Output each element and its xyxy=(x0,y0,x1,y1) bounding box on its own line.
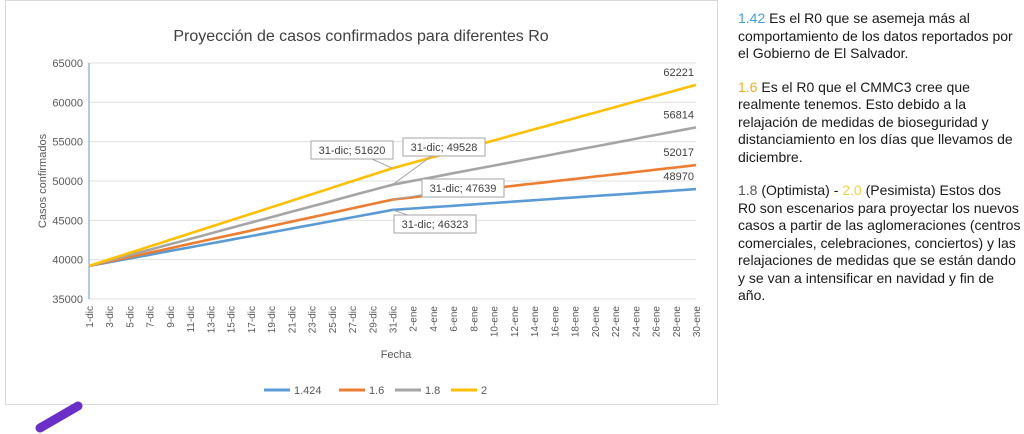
y-axis-label: Casos confirmados xyxy=(37,133,49,228)
legend-label: 1.6 xyxy=(369,385,384,397)
x-tick-label: 13-dic xyxy=(206,306,217,333)
chart-title: Proyección de casos confirmados para dif… xyxy=(173,28,548,45)
series-line-1-424 xyxy=(88,187,697,268)
x-tick-label: 20-ene xyxy=(591,306,602,338)
annotation-label: 31-dic; 46323 xyxy=(402,219,469,231)
x-tick-label: 8-ene xyxy=(469,306,480,332)
paragraph-r0-142: 1.42 Es el R0 que se asemeja más al comp… xyxy=(738,10,1022,63)
x-tick-label: 28-ene xyxy=(672,306,683,338)
annotation-label: 31-dic; 49528 xyxy=(411,142,478,154)
text-optimista: (Optimista) - xyxy=(757,182,843,198)
x-tick-label: 29-dic xyxy=(368,306,379,333)
annotation-box xyxy=(393,214,477,234)
y-tick-label: 50000 xyxy=(52,176,83,188)
legend-label: 1.424 xyxy=(294,385,322,397)
x-tick-label: 15-dic xyxy=(227,306,238,333)
x-tick-label: 3-dic xyxy=(105,306,116,328)
legend-label: 2 xyxy=(481,385,487,397)
x-tick-label: 2-ene xyxy=(409,306,420,332)
x-tick-label: 1-dic xyxy=(85,306,96,328)
x-tick-label: 21-dic xyxy=(287,306,298,333)
annotation-label: 31-dic; 47639 xyxy=(430,183,497,195)
x-tick-label: 23-dic xyxy=(308,306,319,333)
text-16: Es el R0 que el CMMC3 cree que realmente… xyxy=(738,78,1013,165)
end-value-label: 62221 xyxy=(663,67,694,79)
x-tick-label: 9-dic xyxy=(166,306,177,328)
y-tick-label: 60000 xyxy=(52,97,83,109)
x-tick-label: 5-dic xyxy=(125,306,136,328)
x-tick-label: 19-dic xyxy=(267,306,278,333)
text-142: Es el R0 que se asemeja más al comportam… xyxy=(738,10,1013,61)
y-tick-label: 40000 xyxy=(52,255,83,267)
end-value-label: 48970 xyxy=(663,171,694,183)
x-tick-label: 14-ene xyxy=(530,306,541,338)
y-tick-label: 65000 xyxy=(52,58,83,70)
value-142: 1.42 xyxy=(738,10,766,26)
decorative-purple-stroke xyxy=(35,401,83,433)
annotation-box xyxy=(421,178,505,198)
x-tick-label: 31-dic xyxy=(389,306,400,333)
x-tick-label: 17-dic xyxy=(247,306,258,333)
x-tick-label: 18-ene xyxy=(571,306,582,338)
x-tick-label: 24-ene xyxy=(631,306,642,338)
series-line-1-6 xyxy=(88,163,697,268)
annotation-label: 31-dic; 51620 xyxy=(319,145,386,157)
paragraph-r0-16: 1.6 Es el R0 que el CMMC3 cree que realm… xyxy=(738,79,1022,167)
value-18: 1.8 xyxy=(738,182,758,198)
x-tick-label: 30-ene xyxy=(692,306,703,338)
x-tick-label: 25-dic xyxy=(328,306,339,333)
x-tick-label: 6-ene xyxy=(449,306,460,332)
explanation-panel: 1.42 Es el R0 que se asemeja más al comp… xyxy=(738,10,1022,321)
x-tick-label: 12-ene xyxy=(510,306,521,338)
value-20: 2.0 xyxy=(842,182,862,198)
x-tick-label: 16-ene xyxy=(550,306,561,338)
end-value-label: 52017 xyxy=(663,147,694,159)
x-tick-label: 26-ene xyxy=(652,306,663,338)
y-tick-label: 35000 xyxy=(52,294,83,306)
paragraph-r0-18-20: 1.8 (Optimista) - 2.0 (Pesimista) Estos … xyxy=(738,182,1022,305)
end-value-label: 56814 xyxy=(663,109,694,121)
x-tick-label: 4-ene xyxy=(429,306,440,332)
series-line-2 xyxy=(88,83,697,268)
x-axis-label: Fecha xyxy=(381,349,412,361)
line-chart: Proyección de casos confirmados para dif… xyxy=(37,28,703,397)
x-tick-label: 27-dic xyxy=(348,306,359,333)
legend-label: 1.8 xyxy=(425,385,440,397)
chart-panel: Proyección de casos confirmados para dif… xyxy=(5,0,718,405)
text-pesimista: (Pesimista) Estos dos R0 son escenarios … xyxy=(738,182,1021,303)
value-16: 1.6 xyxy=(738,78,758,95)
x-tick-label: 10-ene xyxy=(490,306,501,338)
x-tick-label: 7-dic xyxy=(146,306,157,328)
annotation-box xyxy=(310,140,394,160)
annotation-box xyxy=(402,137,486,157)
x-tick-label: 11-dic xyxy=(186,306,197,333)
y-tick-label: 55000 xyxy=(52,137,83,149)
y-tick-label: 45000 xyxy=(52,215,83,227)
x-tick-label: 22-ene xyxy=(611,306,622,338)
